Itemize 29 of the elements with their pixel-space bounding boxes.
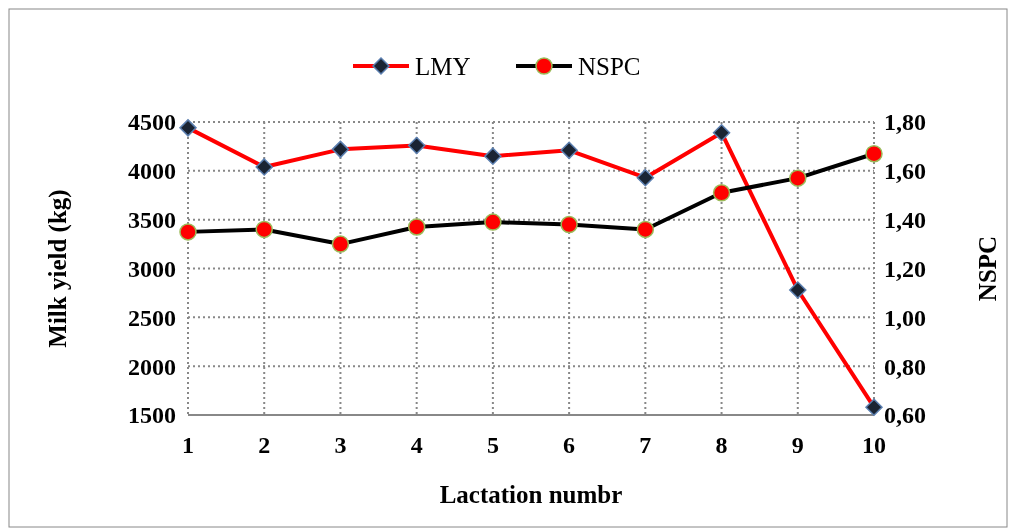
x-tick-label: 9 [791, 432, 804, 458]
y-tick-label: 3500 [128, 207, 176, 234]
y2-axis-title: NSPC [974, 235, 1001, 302]
y2-tick-label: 0,60 [884, 402, 926, 429]
y2-tick-label: 1,80 [884, 109, 926, 136]
legend-label: NSPC [578, 52, 641, 80]
y2-tick-label: 1,40 [884, 207, 926, 234]
x-axis-title: Lactation numbr [439, 481, 623, 508]
y2-tick-label: 1,00 [884, 304, 926, 331]
x-tick-label: 8 [715, 432, 728, 458]
legend-label: LMY [415, 52, 471, 80]
y-tick-label: 4000 [128, 158, 176, 185]
y-tick-label: 3000 [128, 255, 176, 282]
x-tick-label: 5 [486, 432, 499, 458]
x-tick-label: 3 [334, 432, 347, 458]
y-tick-label: 2000 [128, 353, 176, 380]
y-axis-title: Milk yield (kg) [44, 189, 72, 348]
x-tick-label: 6 [563, 432, 576, 458]
x-tick-label: 4 [410, 432, 423, 458]
y-tick-label: 2500 [128, 304, 176, 331]
y2-tick-label: 0,80 [884, 353, 926, 380]
y-tick-label: 1500 [128, 402, 176, 429]
y2-tick-label: 1,20 [884, 255, 926, 282]
x-tick-label: 1 [182, 432, 194, 458]
x-tick-label: 10 [862, 432, 886, 458]
y-tick-label: 4500 [128, 109, 176, 136]
x-tick-label: 2 [258, 432, 271, 458]
x-tick-label: 7 [639, 432, 652, 458]
y2-tick-label: 1,60 [884, 158, 926, 185]
